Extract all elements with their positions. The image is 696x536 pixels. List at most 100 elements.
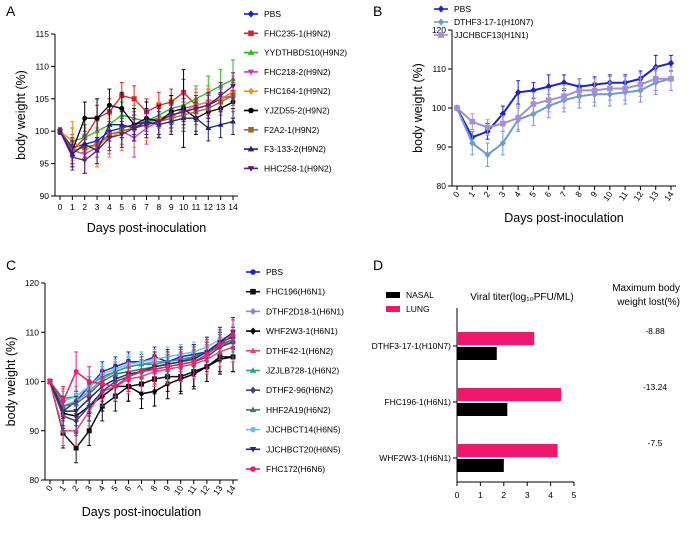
legend-label: NASAL [406, 290, 434, 300]
legend-item-a-4: FHC164-1(H9N2) [244, 86, 331, 96]
data-point [667, 59, 675, 67]
legend-marker [249, 447, 257, 453]
legend-marker [247, 87, 255, 95]
data-point [47, 379, 53, 384]
x-tick-label: 12 [631, 189, 645, 203]
data-point [560, 79, 568, 87]
legend-label: PBS [266, 267, 283, 277]
data-point [576, 87, 583, 94]
legend-label: FHC172(H6N6) [266, 464, 325, 474]
data-point [607, 85, 613, 92]
legend-marker [249, 386, 257, 394]
legend-item-d-1: LUNG [386, 304, 430, 314]
x-tick-label: 5 [109, 483, 120, 493]
x-tick-label: 0 [44, 483, 55, 493]
data-point [230, 332, 236, 338]
legend-label: DTHF2-96(H6N2) [266, 385, 333, 395]
legend-marker [250, 426, 256, 433]
legend-item-c-6: DTHF2-96(H6N2) [246, 385, 333, 395]
legend-marker [249, 406, 257, 413]
legend-marker [247, 145, 255, 152]
legend-item-c-4: DTHF42-1(H6N2) [246, 346, 333, 356]
x-tick-label: 0 [451, 189, 462, 199]
x-tick-label: 9 [588, 189, 599, 199]
legend-item-a-3: FHC218-2(H9N2) [244, 67, 331, 77]
x-tick-label: 12 [204, 202, 214, 212]
legend-label: JZJLB728-1(H6N2) [266, 366, 339, 376]
legend-item-a-8: HHC258-1(H9N2) [244, 163, 332, 173]
max-weight-lost-value: -8.88 [645, 326, 665, 336]
panel-label-d: D [373, 257, 383, 273]
data-point [73, 445, 79, 451]
data-point [530, 101, 537, 107]
legend-item-c-7: HHF2A19(H6N2) [246, 405, 331, 415]
data-point [191, 359, 197, 365]
legend-item-d-0: NASAL [386, 290, 434, 300]
legend-item-a-6: F2A2-1(H9N2) [244, 125, 319, 135]
legend-label: LUNG [406, 304, 430, 314]
data-point [484, 151, 491, 159]
data-point [515, 88, 522, 97]
data-point [193, 106, 199, 112]
legend-marker [250, 269, 256, 275]
data-point [139, 369, 144, 375]
x-tick-label: 11 [192, 202, 201, 212]
legend-marker [249, 327, 257, 335]
x-tick-label: 9 [161, 483, 172, 493]
data-point [637, 81, 644, 88]
legend-item-c-2: DTHF2D18-1(H6N1) [246, 306, 344, 316]
x-tick-label: 3 [95, 202, 100, 212]
data-point [86, 396, 93, 402]
data-point [652, 75, 659, 82]
data-point [178, 361, 184, 367]
y-tick-label: 90 [40, 191, 50, 201]
x-tick-label: 4 [96, 483, 107, 493]
data-point [138, 390, 145, 398]
y-tick-label: 105 [35, 94, 49, 104]
data-point [180, 109, 187, 115]
data-point [86, 379, 92, 384]
legend-label: HHF2A19(H6N2) [266, 405, 331, 415]
x-tick-label: 14 [228, 202, 238, 212]
legend-item-c-0: PBS [246, 267, 283, 277]
data-point [94, 115, 100, 121]
legend-swatch [386, 306, 400, 312]
x-tick-label: 0 [455, 490, 460, 500]
legend-marker [247, 10, 255, 18]
x-tick-label: 7 [135, 483, 146, 493]
x-tick-label: 0 [58, 202, 63, 212]
data-point [217, 93, 224, 99]
x-tick-label: 5 [527, 189, 538, 199]
data-point [152, 366, 158, 372]
legend-label: JJCHBCT20(H6N5) [266, 444, 341, 454]
chart-d: Viral titer(log₁₀PFU/ML) Maximum body weig… [372, 283, 680, 500]
bar-lung [457, 388, 562, 401]
data-point [165, 364, 171, 370]
y-tick-label: 90 [30, 426, 40, 436]
data-point [73, 409, 80, 415]
y-axis-label-b: body weight (%) [411, 63, 425, 153]
x-tick-label: 1 [466, 189, 477, 199]
x-tick-label: 14 [224, 483, 238, 497]
legend-label: YYDTHBDS10(H9N2) [264, 48, 347, 58]
x-tick-label: 2 [501, 490, 506, 500]
legend-label: DTHF2D18-1(H6N1) [266, 306, 344, 316]
legend-swatch [386, 292, 400, 298]
y-tick-label: 80 [437, 181, 447, 191]
x-tick-label: 13 [211, 483, 225, 497]
legend-label: DTHF3-17-1(H10N7) [454, 17, 534, 27]
panel-label-c: C [6, 257, 16, 273]
y-tick-label: 120 [25, 278, 39, 288]
data-point [204, 351, 210, 357]
data-point [143, 122, 150, 128]
data-point [125, 374, 131, 380]
data-point [60, 398, 66, 404]
data-point [82, 115, 88, 121]
legend-item-a-1: FHC235-1(H9N2) [244, 28, 331, 38]
bar-nasal [457, 403, 508, 416]
data-point [106, 135, 113, 141]
legend-item-c-3: WHF2W3-1(H6N1) [246, 326, 338, 336]
data-point [499, 139, 506, 147]
